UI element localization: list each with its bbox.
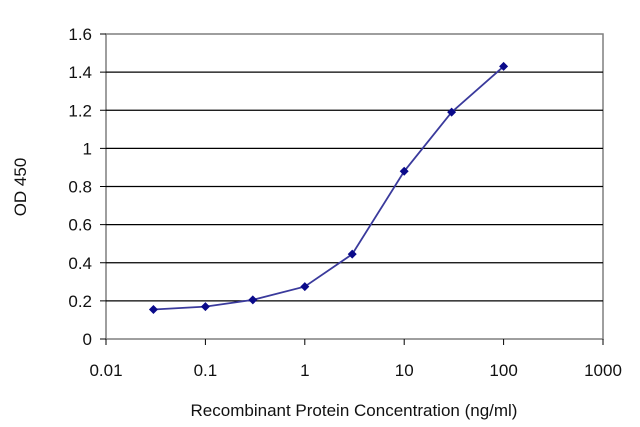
x-tick-label: 1	[300, 361, 309, 380]
series-line	[153, 65, 505, 311]
data-point	[248, 295, 258, 305]
x-tick-label: 10	[395, 361, 414, 380]
x-tick-label: 0.1	[194, 361, 218, 380]
data-point	[200, 302, 210, 312]
data-point	[347, 249, 357, 259]
data-point	[499, 61, 509, 71]
data-point	[447, 107, 457, 117]
y-tick-label: 0.2	[68, 292, 92, 311]
y-tick-label: 1.4	[68, 63, 92, 82]
y-tick-label: 1.2	[68, 101, 92, 120]
y-tick-label: 0	[83, 330, 92, 349]
y-tick-label: 1.6	[68, 25, 92, 44]
x-axis: 0.01 0.1 1 10 100 1000	[89, 339, 622, 380]
data-point	[148, 304, 158, 314]
y-axis-title: OD 450	[11, 158, 30, 217]
data-point	[399, 166, 409, 176]
x-tick-label: 0.01	[89, 361, 122, 380]
x-tick-label: 1000	[584, 361, 622, 380]
y-tick-label: 1	[83, 139, 92, 158]
data-series	[148, 61, 509, 314]
x-tick-label: 100	[489, 361, 517, 380]
grid-lines	[106, 71, 603, 302]
y-tick-label: 0.4	[68, 254, 92, 273]
data-point	[300, 282, 310, 292]
y-axis: 0 0.2 0.4 0.6 0.8 1 1.2 1.4 1.6	[68, 25, 106, 349]
y-tick-label: 0.8	[68, 178, 92, 197]
y-tick-label: 0.6	[68, 216, 92, 235]
x-axis-title: Recombinant Protein Concentration (ng/ml…	[191, 401, 518, 420]
